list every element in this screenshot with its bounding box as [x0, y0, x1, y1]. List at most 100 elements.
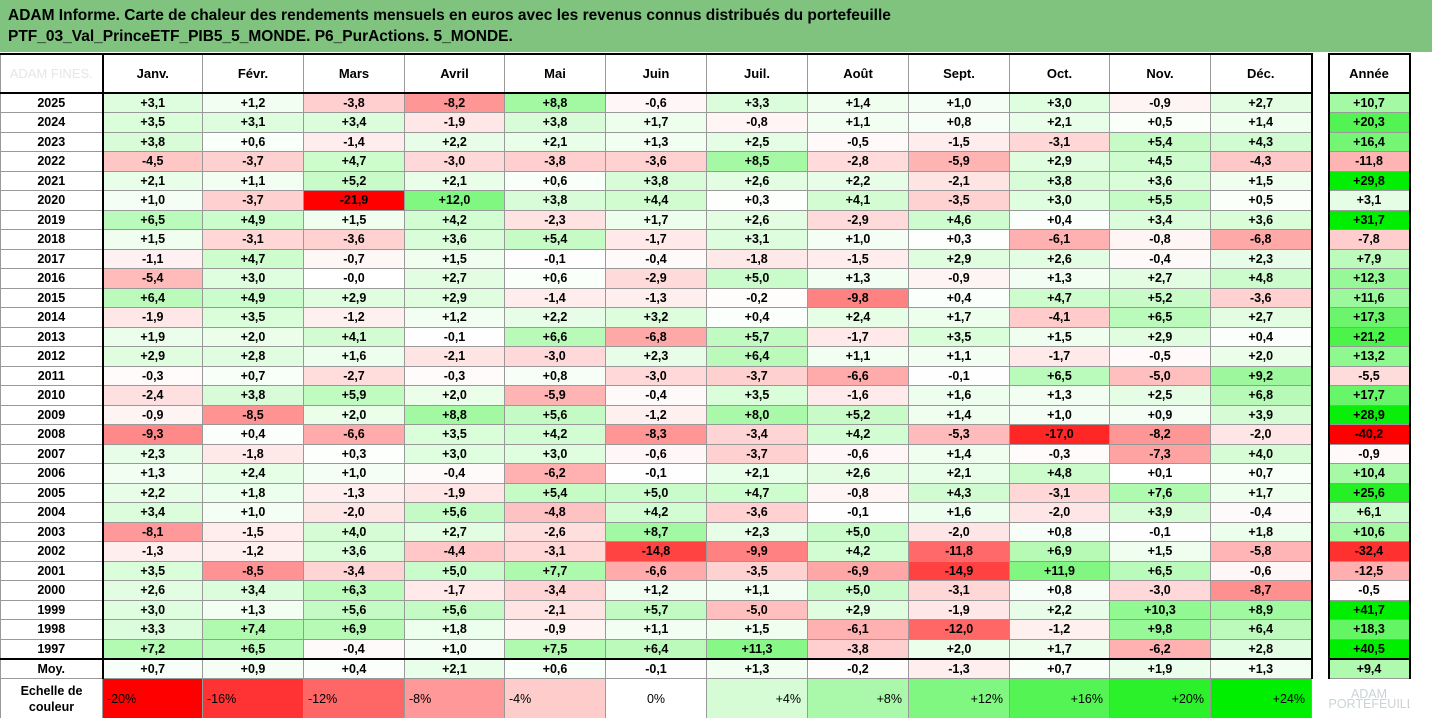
monthly-return-cell: +8,0: [706, 404, 808, 425]
month-header: Déc.: [1210, 53, 1313, 94]
monthly-return-cell: +1,0: [303, 463, 405, 484]
monthly-return-cell: +1,0: [807, 229, 909, 250]
monthly-return-cell: +0,6: [504, 268, 606, 289]
year-row: 2019 +6,5 +4,9 +1,5 +4,2 -2,3 +1,7 +2,6 -2,9 +4,6…: [0, 209, 1411, 230]
month-header: Févr.: [202, 53, 304, 94]
monthly-return-cell: -6,1: [807, 619, 909, 640]
year-row: 2003 -8,1 -1,5 +4,0 +2,7 -2,6 +8,7 +2,3 +5,0 -2,0…: [0, 521, 1411, 542]
year-row: 2025 +3,1 +1,2 -3,8 -8,2 +8,8 -0,6 +3,3 +1,4 +1,0…: [0, 92, 1411, 113]
column-gap: [1311, 112, 1329, 132]
monthly-return-cell: -0,6: [605, 443, 707, 464]
monthly-return-cell: -1,7: [1009, 346, 1110, 367]
monthly-return-cell: -17,0: [1009, 424, 1110, 445]
report-title-banner: ADAM Informe. Carte de chaleur des rende…: [0, 0, 1432, 52]
month-header: Mars: [303, 53, 405, 94]
monthly-return-cell: +2,4: [202, 463, 304, 484]
annual-return-cell: +28,9: [1327, 404, 1411, 425]
monthly-return-cell: +0,4: [1210, 326, 1313, 347]
monthly-return-cell: -8,2: [1109, 424, 1211, 445]
monthly-return-cell: +4,6: [908, 209, 1010, 230]
monthly-return-cell: -9,8: [807, 287, 909, 308]
year-label: 2016: [0, 268, 103, 289]
monthly-return-cell: +3,6: [1210, 209, 1313, 230]
monthly-return-cell: -3,1: [202, 229, 304, 250]
monthly-return-cell: -3,0: [504, 346, 606, 367]
year-row: 2014 -1,9 +3,5 -1,2 +1,2 +2,2 +3,2 +0,4 +2,4 +1,7…: [0, 307, 1411, 328]
monthly-return-cell: -1,3: [303, 482, 405, 503]
monthly-return-cell: +2,7: [1210, 92, 1313, 113]
year-row: 2010 -2,4 +3,8 +5,9 +2,0 -5,9 -0,4 +3,5 -1,6 +1,6…: [0, 385, 1411, 406]
monthly-return-cell: +4,3: [908, 482, 1010, 503]
report-title-line1: ADAM Informe. Carte de chaleur des rende…: [8, 7, 891, 24]
monthly-return-cell: -0,8: [1109, 229, 1211, 250]
year-label: 2019: [0, 209, 103, 230]
annual-return-cell: +16,4: [1327, 131, 1411, 152]
year-label: 2005: [0, 482, 103, 503]
annual-return-cell: +6,1: [1327, 502, 1411, 523]
monthly-return-cell: +4,5: [1109, 151, 1211, 172]
monthly-return-cell: +2,6: [706, 170, 808, 191]
average-return-cell: -1,3: [908, 657, 1010, 679]
year-label: 2021: [0, 170, 103, 191]
column-gap: [1311, 522, 1329, 542]
year-label: 2024: [0, 112, 103, 133]
monthly-return-cell: +8,5: [706, 151, 808, 172]
monthly-return-cell: -1,5: [202, 521, 304, 542]
monthly-return-cell: -1,3: [101, 541, 203, 562]
year-row: 2015 +6,4 +4,9 +2,9 +2,9 -1,4 -1,3 -0,2 -9,8 +0,4…: [0, 287, 1411, 308]
monthly-return-cell: +3,0: [101, 599, 203, 620]
monthly-return-cell: +1,6: [908, 502, 1010, 523]
annual-return-cell: -12,5: [1327, 560, 1411, 581]
annual-return-cell: +3,1: [1327, 190, 1411, 211]
annual-return-cell: +7,9: [1327, 248, 1411, 269]
monthly-return-cell: +5,2: [1109, 287, 1211, 308]
monthly-return-cell: -8,1: [101, 521, 203, 542]
year-label: 2020: [0, 190, 103, 211]
column-gap: [1311, 405, 1329, 425]
monthly-return-cell: +2,9: [404, 287, 505, 308]
year-label: 2010: [0, 385, 103, 406]
monthly-return-cell: +5,0: [807, 521, 909, 542]
column-gap: [1311, 483, 1329, 503]
color-scale-swatch: -8%: [404, 678, 505, 718]
monthly-return-cell: -0,8: [706, 112, 808, 133]
year-label: 2000: [0, 580, 103, 601]
monthly-return-cell: +1,0: [404, 638, 505, 659]
year-label: 2013: [0, 326, 103, 347]
monthly-return-cell: -8,7: [1210, 580, 1313, 601]
monthly-return-cell: +1,4: [1210, 112, 1313, 133]
color-scale-swatch: +16%: [1009, 678, 1110, 718]
column-gap: [1311, 171, 1329, 191]
monthly-return-cell: +3,3: [101, 619, 203, 640]
monthly-return-cell: -2,9: [605, 268, 707, 289]
monthly-return-cell: +6,4: [605, 638, 707, 659]
annual-return-cell: +21,2: [1327, 326, 1411, 347]
column-gap: [1311, 366, 1329, 386]
monthly-return-cell: +3,9: [1210, 404, 1313, 425]
monthly-return-cell: +3,5: [404, 424, 505, 445]
monthly-return-cell: +1,1: [807, 346, 909, 367]
monthly-return-cell: -0,3: [101, 365, 203, 386]
monthly-return-cell: +8,8: [504, 92, 606, 113]
annual-return-cell: -0,9: [1327, 443, 1411, 464]
monthly-return-cell: +2,8: [1210, 638, 1313, 659]
monthly-return-cell: +2,7: [1109, 268, 1211, 289]
monthly-return-cell: +2,9: [303, 287, 405, 308]
year-row: 2011 -0,3 +0,7 -2,7 -0,3 +0,8 -3,0 -3,7 -6,6 -0,1…: [0, 365, 1411, 386]
monthly-return-cell: +3,4: [1109, 209, 1211, 230]
monthly-return-cell: +2,3: [605, 346, 707, 367]
year-row: 2018 +1,5 -3,1 -3,6 +3,6 +5,4 -1,7 +3,1 +1,0 +0,3…: [0, 229, 1411, 250]
monthly-return-cell: -4,1: [1009, 307, 1110, 328]
monthly-return-cell: +5,6: [404, 599, 505, 620]
average-return-cell: -0,2: [807, 657, 909, 679]
monthly-return-cell: +11,9: [1009, 560, 1110, 581]
month-header: Août: [807, 53, 909, 94]
monthly-return-cell: +2,9: [1109, 326, 1211, 347]
monthly-return-cell: +1,1: [605, 619, 707, 640]
monthly-return-cell: +10,3: [1109, 599, 1211, 620]
monthly-return-cell: +2,2: [1009, 599, 1110, 620]
year-label: 1997: [0, 638, 103, 659]
month-header: Oct.: [1009, 53, 1110, 94]
monthly-return-cell: -6,8: [1210, 229, 1313, 250]
monthly-return-cell: +2,9: [1009, 151, 1110, 172]
